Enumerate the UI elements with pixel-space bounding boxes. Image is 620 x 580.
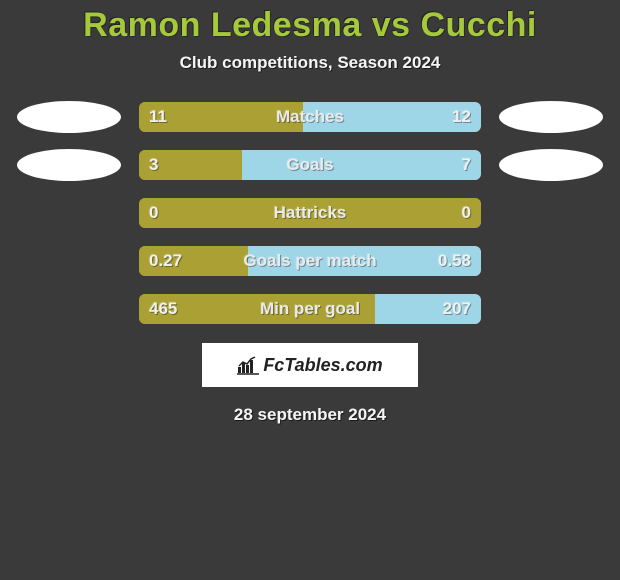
page-title: Ramon Ledesma vs Cucchi [0, 6, 620, 45]
stat-label: Matches [276, 107, 344, 127]
subtitle: Club competitions, Season 2024 [0, 53, 620, 73]
bar-right-fill [242, 150, 481, 180]
stat-bar-mpg: 465 Min per goal 207 [139, 294, 481, 324]
stat-label: Hattricks [274, 203, 347, 223]
stat-bar-matches: 11 Matches 12 [139, 102, 481, 132]
avatar-spacer [499, 293, 603, 325]
player-left-avatar [17, 149, 121, 181]
logo-text: FcTables.com [263, 355, 382, 376]
stat-value-right: 0 [462, 203, 471, 223]
player-left-avatar [17, 101, 121, 133]
stat-label: Goals [286, 155, 333, 175]
stat-row: 465 Min per goal 207 [0, 293, 620, 325]
stat-value-right: 207 [443, 299, 471, 319]
stat-row: 0.27 Goals per match 0.58 [0, 245, 620, 277]
comparison-card: Ramon Ledesma vs Cucchi Club competition… [0, 0, 620, 580]
avatar-spacer [17, 293, 121, 325]
stat-bar-gpm: 0.27 Goals per match 0.58 [139, 246, 481, 276]
stat-value-right: 0.58 [438, 251, 471, 271]
stat-bar-goals: 3 Goals 7 [139, 150, 481, 180]
date-label: 28 september 2024 [0, 405, 620, 425]
stat-label: Min per goal [260, 299, 360, 319]
avatar-spacer [17, 245, 121, 277]
stat-value-right: 7 [462, 155, 471, 175]
avatar-spacer [499, 197, 603, 229]
stat-value-left: 0 [149, 203, 158, 223]
source-logo: FcTables.com [202, 343, 418, 387]
avatar-spacer [499, 245, 603, 277]
stat-row: 0 Hattricks 0 [0, 197, 620, 229]
player-right-avatar [499, 149, 603, 181]
stat-value-left: 0.27 [149, 251, 182, 271]
stat-value-left: 11 [149, 107, 167, 127]
stat-value-right: 12 [452, 107, 471, 127]
stat-label: Goals per match [243, 251, 376, 271]
stat-value-left: 465 [149, 299, 177, 319]
player-right-avatar [499, 101, 603, 133]
stat-row: 3 Goals 7 [0, 149, 620, 181]
avatar-spacer [17, 197, 121, 229]
stat-value-left: 3 [149, 155, 158, 175]
stat-row: 11 Matches 12 [0, 101, 620, 133]
bar-chart-icon [237, 355, 259, 375]
stat-bar-hattricks: 0 Hattricks 0 [139, 198, 481, 228]
